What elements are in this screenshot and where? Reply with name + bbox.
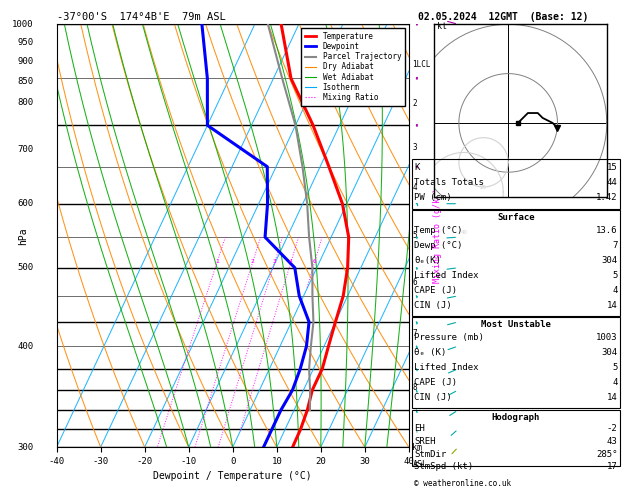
Text: Mixing Ratio (g/kg): Mixing Ratio (g/kg) (433, 188, 442, 283)
Text: SREH: SREH (414, 437, 435, 446)
Text: 3: 3 (413, 142, 417, 152)
Text: StmSpd (kt): StmSpd (kt) (414, 462, 473, 471)
Text: ASL: ASL (413, 460, 427, 469)
Text: CAPE (J): CAPE (J) (414, 378, 457, 387)
Text: StmDir: StmDir (414, 450, 446, 459)
Text: K: K (414, 163, 420, 172)
Text: CAPE (J): CAPE (J) (414, 286, 457, 295)
Text: 44: 44 (607, 178, 618, 187)
Text: 15: 15 (607, 163, 618, 172)
Text: Totals Totals: Totals Totals (414, 178, 484, 187)
Text: 14: 14 (607, 301, 618, 311)
Text: Most Unstable: Most Unstable (481, 320, 551, 330)
Text: 6: 6 (313, 260, 316, 264)
Text: Dewp (°C): Dewp (°C) (414, 241, 462, 250)
Text: 850: 850 (18, 77, 34, 86)
Text: Pressure (mb): Pressure (mb) (414, 333, 484, 342)
Text: Surface: Surface (497, 213, 535, 223)
Text: -37°00'S  174°4B'E  79m ASL: -37°00'S 174°4B'E 79m ASL (57, 12, 225, 22)
Text: 2: 2 (251, 260, 255, 264)
Text: CIN (J): CIN (J) (414, 301, 452, 311)
Text: 285°: 285° (596, 450, 618, 459)
Text: 1: 1 (215, 260, 219, 264)
Text: 7: 7 (413, 329, 417, 338)
Text: 4: 4 (612, 286, 618, 295)
Text: 304: 304 (601, 256, 618, 265)
Text: 1.42: 1.42 (596, 193, 618, 202)
Legend: Temperature, Dewpoint, Parcel Trajectory, Dry Adiabat, Wet Adiabat, Isotherm, Mi: Temperature, Dewpoint, Parcel Trajectory… (301, 28, 405, 105)
Text: 14: 14 (607, 393, 618, 402)
Text: θₑ(K): θₑ(K) (414, 256, 441, 265)
Text: 400: 400 (18, 342, 34, 350)
Text: 3: 3 (273, 260, 277, 264)
Text: 6: 6 (413, 278, 417, 287)
Text: 40: 40 (460, 230, 467, 235)
Text: 13.6: 13.6 (596, 226, 618, 235)
Text: 300: 300 (18, 443, 34, 451)
Text: 1LCL: 1LCL (413, 60, 431, 69)
Text: PW (cm): PW (cm) (414, 193, 452, 202)
Text: Lifted Index: Lifted Index (414, 271, 479, 280)
X-axis label: Dewpoint / Temperature (°C): Dewpoint / Temperature (°C) (153, 471, 312, 482)
Text: 25: 25 (480, 186, 487, 191)
Text: 700: 700 (18, 145, 34, 154)
Text: 02.05.2024  12GMT  (Base: 12): 02.05.2024 12GMT (Base: 12) (418, 12, 589, 22)
Text: 800: 800 (18, 98, 34, 107)
Text: Hodograph: Hodograph (492, 413, 540, 422)
Text: 8: 8 (413, 382, 417, 392)
Text: 600: 600 (18, 199, 34, 208)
Text: 7: 7 (612, 241, 618, 250)
Text: km: km (413, 443, 422, 451)
Text: 4: 4 (413, 183, 417, 192)
Text: 1003: 1003 (596, 333, 618, 342)
Text: 5: 5 (612, 363, 618, 372)
Text: 500: 500 (18, 263, 34, 272)
Text: 2: 2 (413, 99, 417, 108)
Text: CIN (J): CIN (J) (414, 393, 452, 402)
Text: 17: 17 (607, 462, 618, 471)
Text: 1000: 1000 (12, 20, 34, 29)
Text: -2: -2 (607, 424, 618, 434)
Text: Lifted Index: Lifted Index (414, 363, 479, 372)
Text: Temp (°C): Temp (°C) (414, 226, 462, 235)
Text: 5: 5 (612, 271, 618, 280)
Text: EH: EH (414, 424, 425, 434)
Text: hPa: hPa (18, 227, 28, 244)
Text: 304: 304 (601, 348, 618, 357)
Text: © weatheronline.co.uk: © weatheronline.co.uk (414, 479, 511, 486)
Text: 900: 900 (18, 57, 34, 66)
Text: 43: 43 (607, 437, 618, 446)
Text: 5: 5 (413, 231, 417, 240)
Text: 950: 950 (18, 38, 34, 47)
Text: kt: kt (437, 22, 447, 31)
Text: θₑ (K): θₑ (K) (414, 348, 446, 357)
Text: 4: 4 (612, 378, 618, 387)
Text: 4: 4 (289, 260, 293, 264)
